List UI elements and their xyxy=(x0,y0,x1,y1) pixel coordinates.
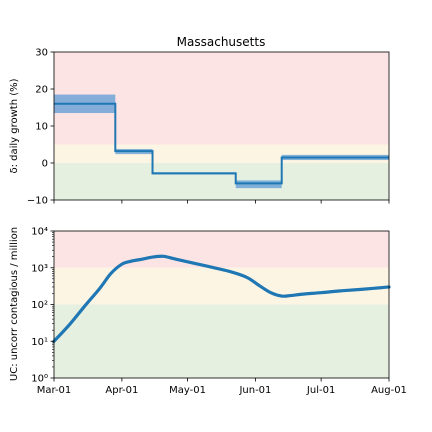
contagious-panel: 10⁰ 10¹ 10² 10³ 10⁴ Mar-01 Apr-01 May-01 Jun-01… xyxy=(9,227,407,397)
y-tick-label: 10³ xyxy=(31,263,48,274)
y-tick-label: 10⁰ xyxy=(31,374,48,385)
chart-title: Massachusetts xyxy=(177,35,266,49)
x-tick-label: Apr-01 xyxy=(105,385,138,396)
x-tick-label: Mar-01 xyxy=(37,385,72,396)
y-tick-label: 10 xyxy=(35,122,48,133)
growth-step-line xyxy=(54,102,389,185)
x-tick-label: Jun-01 xyxy=(238,385,271,396)
growth-rate-y-ticks: −10 0 10 20 30 xyxy=(27,48,54,207)
y-tick-label: −10 xyxy=(27,196,48,207)
y-tick-label: 0 xyxy=(42,159,48,170)
contagious-x-ticks: Mar-01 Apr-01 May-01 Jun-01 Jul-01 Aug-01 xyxy=(37,378,407,396)
y-tick-label: 10¹ xyxy=(31,337,48,348)
y-tick-label: 30 xyxy=(35,48,48,59)
growth-rate-y-axis-label: δ: daily growth (%) xyxy=(9,78,20,173)
risk-band xyxy=(54,231,389,268)
risk-band xyxy=(54,304,389,378)
growth-rate-panel: −10 0 10 20 30 Massachusetts δ: daily growth… xyxy=(9,35,390,207)
contagious-curve xyxy=(52,254,391,343)
x-tick-label: Jul-01 xyxy=(306,385,335,396)
risk-band xyxy=(54,144,389,163)
x-tick-label: May-01 xyxy=(169,385,206,396)
risk-band xyxy=(54,163,389,200)
y-tick-label: 10⁴ xyxy=(31,227,48,238)
x-tick-label: Aug-01 xyxy=(371,385,407,396)
contagious-series xyxy=(52,254,391,343)
contagious-bands xyxy=(54,231,389,378)
contagious-y-ticks: 10⁰ 10¹ 10² 10³ 10⁴ xyxy=(31,227,54,385)
contagious-y-axis-label: UC: uncorr contagious / million xyxy=(9,227,20,381)
growth-rate-x-ticks xyxy=(53,200,390,204)
y-tick-label: 20 xyxy=(35,85,48,96)
growth-rate-bands xyxy=(54,52,389,200)
y-tick-label: 10² xyxy=(31,300,48,311)
growth-rate-series xyxy=(54,94,389,189)
risk-band xyxy=(54,267,389,305)
